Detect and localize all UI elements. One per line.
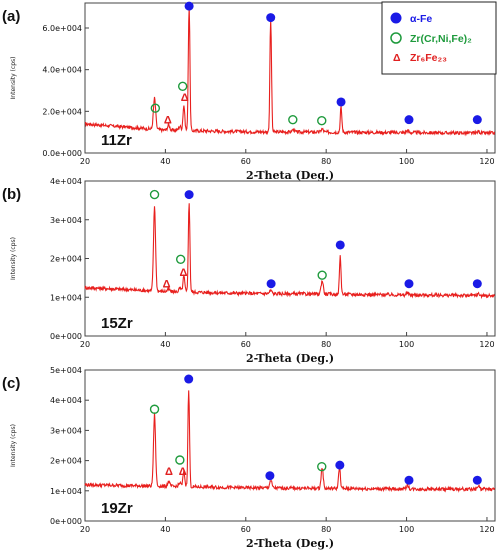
xrd-pattern-line — [84, 390, 496, 493]
x-tick-label: 120 — [479, 525, 494, 534]
zr6fe23-peak-marker: Δ — [179, 466, 187, 478]
zr6fe23-peak-marker: Δ — [163, 279, 171, 291]
x-tick-label: 80 — [321, 340, 331, 349]
alpha-fe-peak-marker — [266, 279, 276, 289]
x-tick-label: 20 — [80, 340, 90, 349]
x-tick-label: 60 — [241, 157, 251, 166]
laves-phase-peak-marker — [177, 81, 188, 92]
x-tick-label: 60 — [241, 340, 251, 349]
legend-zr6fe23-label: Zr₆Fe₂₃ — [410, 52, 447, 64]
x-tick-label: 100 — [399, 340, 414, 349]
legend-alpha-fe-label: α-Fe — [410, 13, 432, 25]
sample-label: 15Zr — [101, 315, 133, 332]
x-tick-label: 120 — [479, 340, 494, 349]
laves-phase-peak-marker — [149, 189, 160, 200]
laves-phase-peak-marker — [317, 270, 327, 280]
y-tick-label: 2.0e+004 — [42, 107, 82, 116]
x-tick-label: 60 — [241, 525, 251, 534]
plot-frame — [84, 369, 496, 522]
legend-laves-phase-label: Zr(Cr,Ni,Fe)₂ — [410, 33, 472, 45]
alpha-fe-peak-marker — [404, 279, 414, 289]
x-tick-label: 100 — [399, 157, 414, 166]
alpha-fe-peak-marker — [472, 115, 482, 125]
y-tick-label: 2e+004 — [50, 255, 82, 264]
y-axis-label: Intensity (cps) — [10, 237, 17, 280]
alpha-fe-peak-marker — [404, 115, 414, 125]
legend-alpha-fe-marker — [390, 12, 402, 24]
panel-label: (b) — [2, 186, 21, 203]
zr6fe23-peak-marker: Δ — [164, 115, 172, 127]
alpha-fe-peak-marker — [472, 475, 482, 485]
y-axis-label: Intensity (cps) — [10, 57, 17, 100]
legend-zr6fe23-marker: Δ — [393, 52, 401, 64]
y-tick-label: 1e+004 — [50, 487, 82, 496]
panel-label: (c) — [2, 375, 20, 392]
laves-phase-peak-marker — [149, 404, 160, 414]
x-axis-label: 2-Theta (Deg.) — [246, 169, 334, 182]
panel-a: 0.0e+000 2.0e+004 4.0e+004 6.0e+004 20 40 60 80… — [2, 1, 496, 182]
x-tick-label: 40 — [160, 525, 170, 534]
x-axis-label: 2-Theta (Deg.) — [246, 352, 334, 365]
x-tick-label: 100 — [399, 525, 414, 534]
x-tick-label: 20 — [80, 157, 90, 166]
x-tick-label: 80 — [321, 525, 331, 534]
y-tick-label: 6.0e+004 — [42, 24, 82, 33]
y-tick-label: 1e+004 — [50, 293, 82, 302]
alpha-fe-peak-marker — [335, 460, 345, 470]
y-tick-label: 0e+000 — [50, 517, 82, 526]
legend-laves-phase-marker — [390, 32, 402, 44]
sample-label: 19Zr — [101, 500, 133, 517]
alpha-fe-peak-marker — [184, 190, 194, 200]
y-tick-label: 3e+004 — [50, 426, 82, 435]
x-tick-label: 20 — [80, 525, 90, 534]
laves-phase-peak-marker — [317, 116, 327, 126]
y-tick-label: 0e+000 — [50, 332, 82, 341]
laves-phase-peak-marker — [175, 254, 186, 264]
zr6fe23-peak-marker: Δ — [180, 267, 188, 279]
x-tick-label: 120 — [479, 157, 494, 166]
y-tick-label: 3e+004 — [50, 216, 82, 225]
alpha-fe-peak-marker — [404, 475, 414, 485]
plot-frame — [84, 2, 496, 154]
y-axis-label: Intensity (cps) — [10, 424, 17, 467]
alpha-fe-peak-marker — [335, 240, 345, 250]
laves-phase-peak-marker — [150, 103, 161, 113]
alpha-fe-peak-marker — [472, 279, 482, 289]
y-tick-label: 4e+004 — [50, 177, 82, 186]
y-tick-label: 5e+004 — [50, 366, 82, 375]
legend: α-Fe Zr(Cr,Ni,Fe)₂ Δ Zr₆Fe₂₃ — [381, 1, 497, 75]
zr6fe23-peak-marker: Δ — [181, 92, 189, 104]
xrd-pattern-line — [84, 203, 496, 300]
laves-phase-peak-marker — [317, 461, 327, 472]
panel-label: (a) — [2, 8, 20, 25]
alpha-fe-peak-marker — [184, 1, 194, 11]
y-tick-label: 4e+004 — [50, 396, 82, 405]
alpha-fe-peak-marker — [265, 471, 275, 481]
sample-label: 11Zr — [101, 132, 132, 149]
y-tick-label: 2e+004 — [50, 457, 82, 466]
alpha-fe-peak-marker — [184, 374, 194, 384]
x-tick-label: 80 — [321, 157, 331, 166]
alpha-fe-peak-marker — [266, 13, 276, 23]
laves-phase-peak-marker — [175, 455, 185, 465]
x-axis-label: 2-Theta (Deg.) — [246, 537, 334, 550]
alpha-fe-peak-marker — [336, 97, 346, 107]
panel-b: 0e+000 1e+004 2e+004 3e+004 4e+004 20 40 60 80 10… — [2, 177, 496, 365]
plot-frame — [84, 180, 496, 337]
panel-c: 0e+000 1e+004 2e+004 3e+004 4e+004 5e+004 20 40… — [2, 366, 496, 550]
x-tick-label: 40 — [160, 340, 170, 349]
laves-phase-peak-marker — [288, 114, 298, 125]
x-tick-label: 40 — [160, 157, 170, 166]
y-tick-label: 0.0e+000 — [42, 149, 82, 158]
zr6fe23-peak-marker: Δ — [165, 466, 173, 478]
y-tick-label: 4.0e+004 — [42, 66, 82, 75]
